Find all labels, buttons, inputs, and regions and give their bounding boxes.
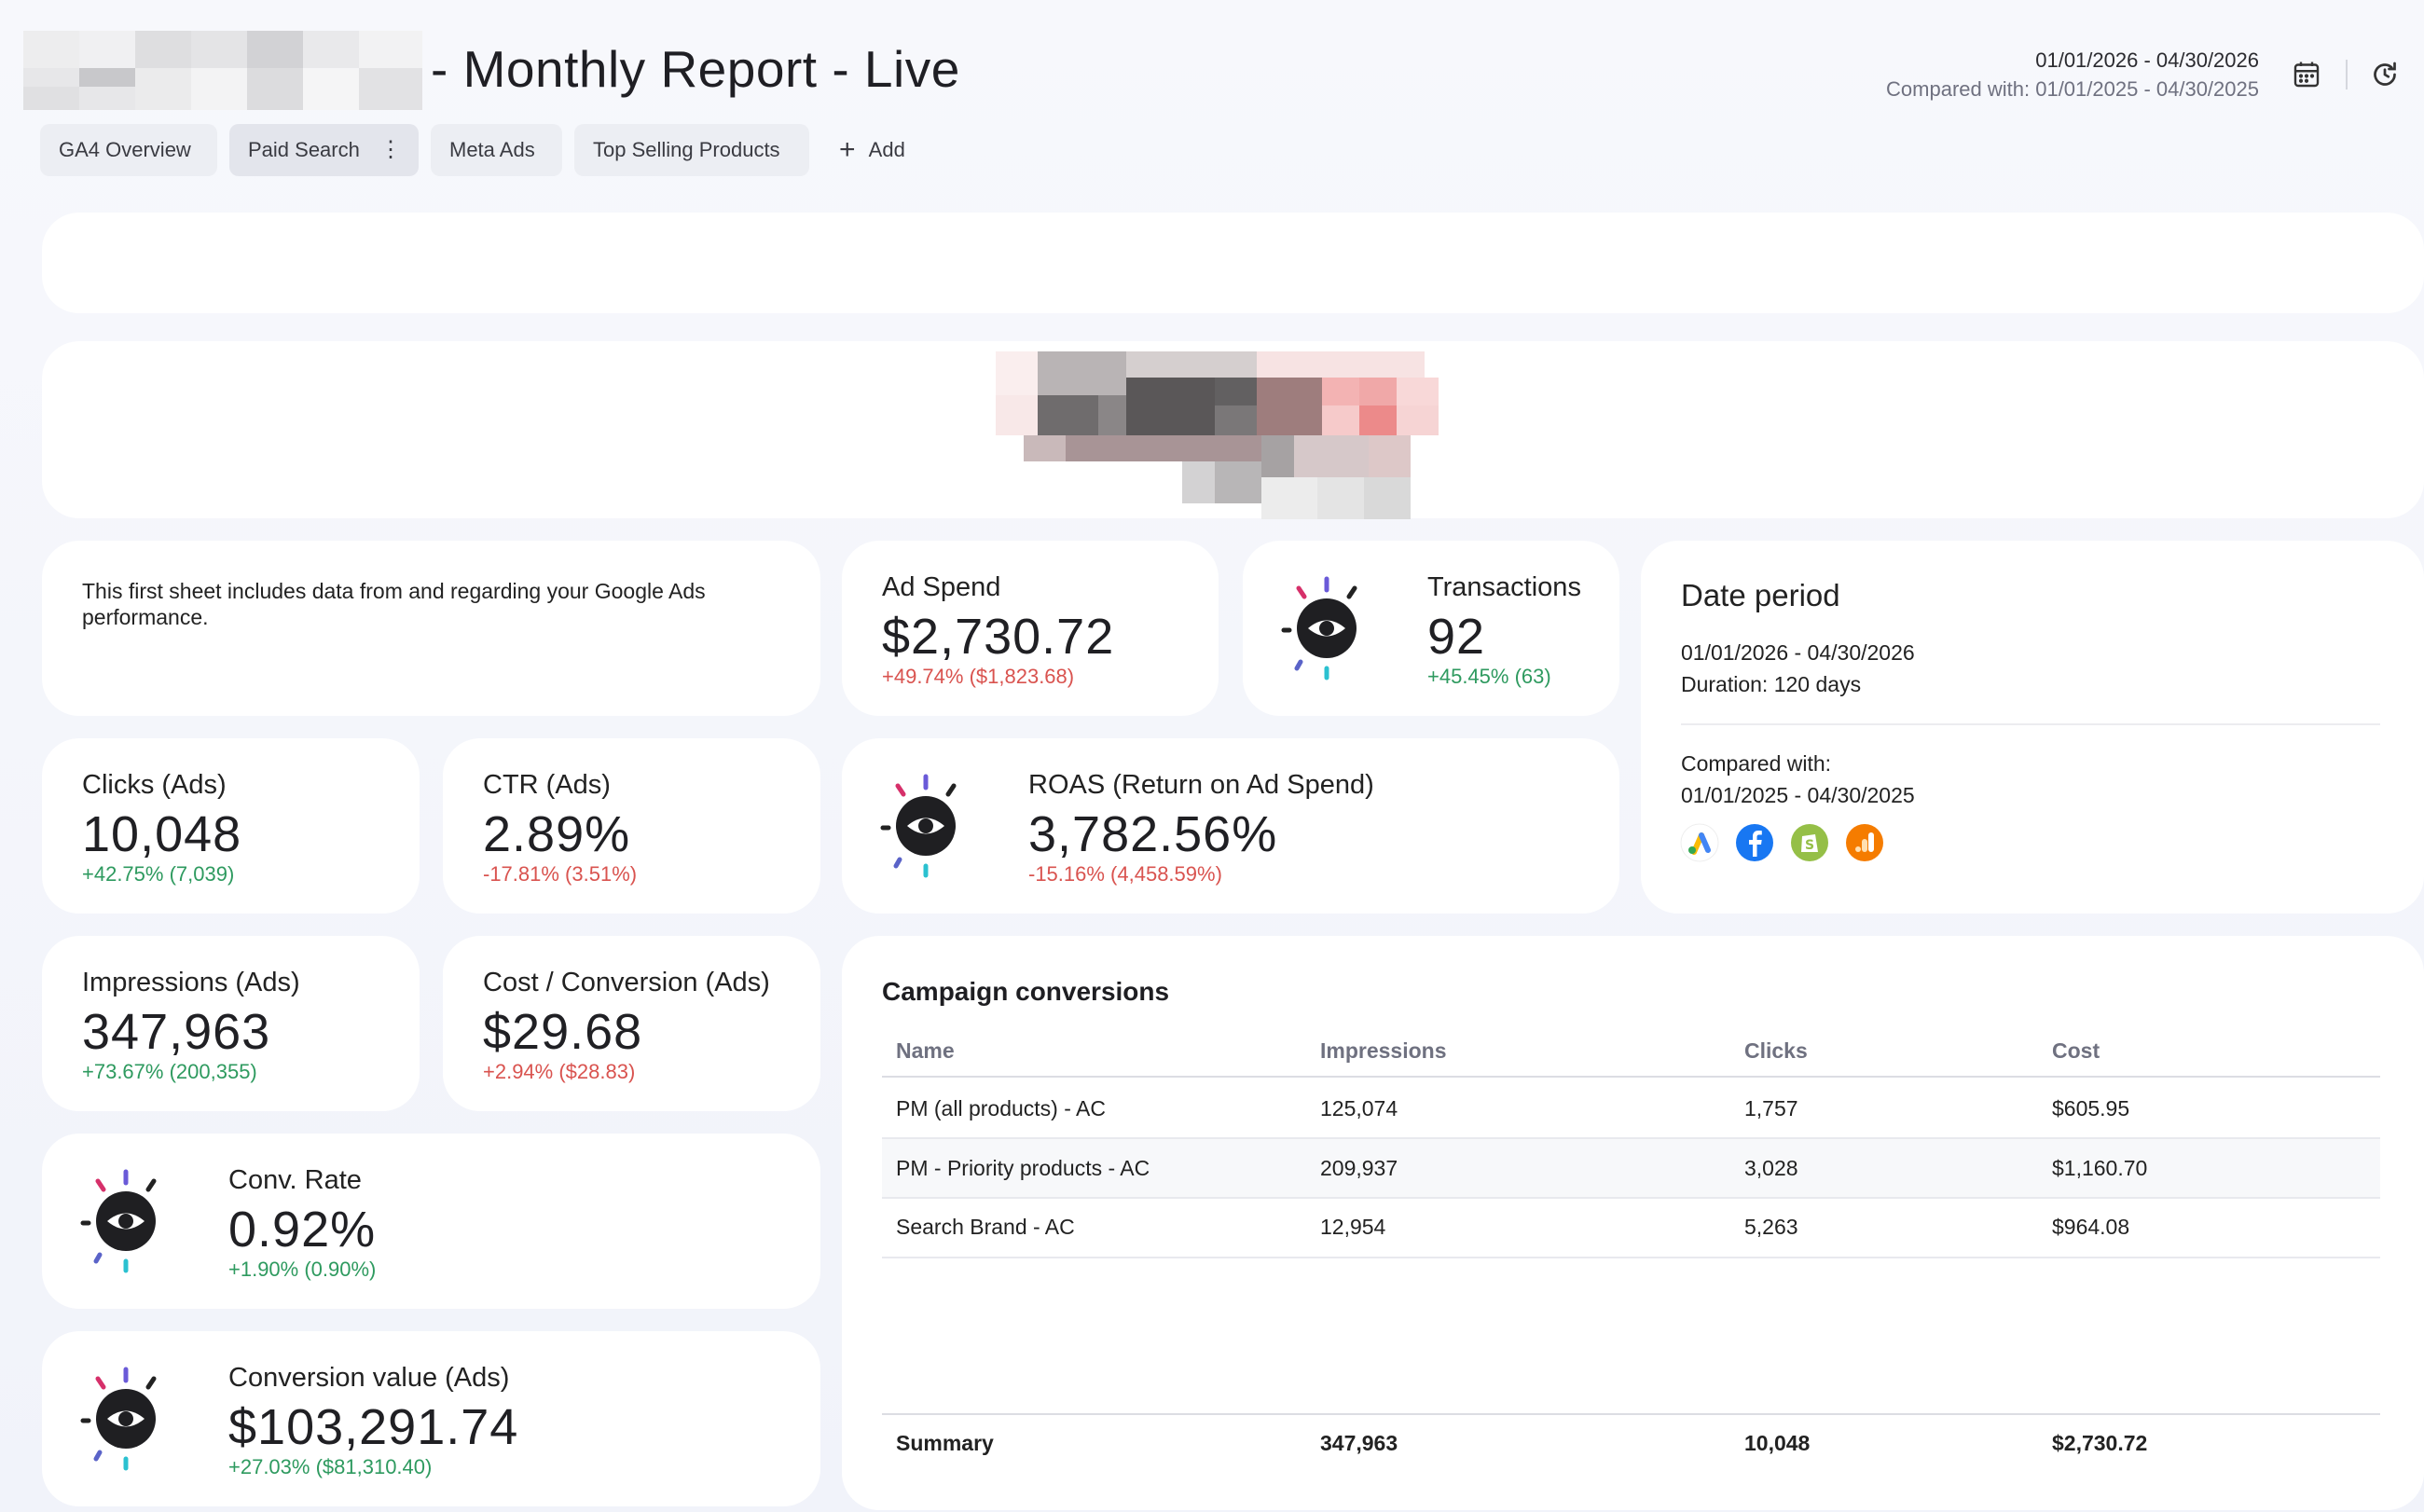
summary-impressions: 347,963 bbox=[1320, 1431, 1398, 1455]
google-ads-icon bbox=[1680, 823, 1719, 862]
kpi-value: 10,048 bbox=[82, 806, 242, 862]
blank-banner-card bbox=[42, 213, 2424, 313]
calendar-icon[interactable] bbox=[2290, 58, 2323, 91]
summary-cost: $2,730.72 bbox=[2052, 1431, 2148, 1455]
cell-clicks: 5,263 bbox=[1744, 1215, 1798, 1239]
kpi-value: $29.68 bbox=[483, 1004, 643, 1060]
row-hover-bg bbox=[882, 1139, 2380, 1197]
eye-icon bbox=[80, 1169, 157, 1273]
intro-text: This first sheet includes data from and … bbox=[82, 579, 706, 629]
company-logo bbox=[23, 31, 422, 110]
kpi-label: Ad Spend bbox=[882, 572, 1001, 602]
kpi-label: Conversion value (Ads) bbox=[228, 1363, 510, 1393]
cell-name: PM - Priority products - AC bbox=[896, 1156, 1150, 1180]
cell-impressions: 125,074 bbox=[1320, 1096, 1398, 1120]
header-divider bbox=[882, 1076, 2380, 1078]
kpi-label: Cost / Conversion (Ads) bbox=[483, 968, 770, 997]
date-period-title: Date period bbox=[1681, 578, 1840, 612]
kpi-delta: +1.90% (0.90%) bbox=[228, 1258, 377, 1281]
kpi-value: $103,291.74 bbox=[228, 1399, 519, 1455]
campaign-conversions-card: Campaign conversions Name Impressions Cl… bbox=[842, 936, 2424, 1510]
column-header-clicks[interactable]: Clicks bbox=[1744, 1038, 1808, 1063]
row-divider bbox=[882, 1197, 2380, 1199]
kpi-conv-rate: Conv. Rate 0.92% +1.90% (0.90%) bbox=[42, 1134, 820, 1309]
kpi-delta: +49.74% ($1,823.68) bbox=[882, 665, 1075, 688]
header-divider bbox=[2346, 60, 2348, 89]
kpi-value: 92 bbox=[1427, 609, 1486, 665]
cell-impressions: 209,937 bbox=[1320, 1156, 1398, 1180]
kpi-value: 2.89% bbox=[483, 806, 631, 862]
column-header-name[interactable]: Name bbox=[896, 1038, 955, 1063]
kpi-ad-spend: Ad Spend $2,730.72 +49.74% ($1,823.68) bbox=[842, 541, 1219, 716]
kpi-delta: -17.81% (3.51%) bbox=[483, 862, 638, 886]
kpi-delta: +27.03% ($81,310.40) bbox=[228, 1455, 433, 1478]
svg-text:S: S bbox=[1805, 838, 1814, 853]
kpi-delta: +73.67% (200,355) bbox=[82, 1060, 257, 1083]
kpi-cost-per-conversion: Cost / Conversion (Ads) $29.68 +2.94% ($… bbox=[443, 936, 820, 1111]
kpi-value: $2,730.72 bbox=[882, 609, 1115, 665]
tab-ga4-overview[interactable]: GA4 Overview bbox=[40, 124, 217, 176]
summary-clicks: 10,048 bbox=[1744, 1431, 1811, 1455]
add-tab-button[interactable]: + Add bbox=[839, 134, 905, 165]
kpi-label: ROAS (Return on Ad Spend) bbox=[1028, 770, 1374, 800]
eye-icon bbox=[1281, 576, 1357, 680]
eye-icon bbox=[880, 774, 957, 878]
tab-meta-ads[interactable]: Meta Ads bbox=[431, 124, 562, 176]
date-period-duration: Duration: 120 days bbox=[1681, 672, 1862, 696]
client-logo bbox=[996, 351, 1439, 519]
eye-icon bbox=[80, 1367, 157, 1471]
refresh-icon[interactable] bbox=[2368, 58, 2402, 91]
column-header-cost[interactable]: Cost bbox=[2052, 1038, 2100, 1063]
kpi-label: CTR (Ads) bbox=[483, 770, 611, 800]
tab-menu-icon[interactable]: ⋮ bbox=[379, 137, 402, 162]
kpi-value: 0.92% bbox=[228, 1202, 377, 1258]
kpi-value: 347,963 bbox=[82, 1004, 271, 1060]
summary-label: Summary bbox=[896, 1431, 994, 1455]
cell-impressions: 12,954 bbox=[1320, 1215, 1386, 1239]
kpi-delta: +45.45% (63) bbox=[1427, 665, 1551, 688]
cell-name: PM (all products) - AC bbox=[896, 1096, 1106, 1120]
kpi-value: 3,782.56% bbox=[1028, 806, 1278, 862]
kpi-conversion-value: Conversion value (Ads) $103,291.74 +27.0… bbox=[42, 1331, 820, 1506]
facebook-icon bbox=[1736, 824, 1773, 861]
cell-name: Search Brand - AC bbox=[896, 1215, 1075, 1239]
column-header-impressions[interactable]: Impressions bbox=[1320, 1038, 1447, 1063]
date-period-card: Date period 01/01/2026 - 04/30/2026 Dura… bbox=[1641, 541, 2424, 914]
row-divider bbox=[882, 1137, 2380, 1139]
kpi-label: Clicks (Ads) bbox=[82, 770, 227, 800]
divider bbox=[1681, 723, 2380, 725]
compared-range-text: 01/01/2025 - 04/30/2025 bbox=[1681, 783, 1915, 807]
kpi-label: Transactions bbox=[1427, 572, 1581, 602]
summary-divider bbox=[882, 1413, 2380, 1415]
compared-label: Compared with: bbox=[1681, 751, 1832, 776]
cell-cost: $605.95 bbox=[2052, 1096, 2130, 1120]
kpi-clicks: Clicks (Ads) 10,048 +42.75% (7,039) bbox=[42, 738, 420, 914]
kpi-ctr: CTR (Ads) 2.89% -17.81% (3.51%) bbox=[443, 738, 820, 914]
date-range[interactable]: 01/01/2026 - 04/30/2026 bbox=[2035, 48, 2259, 72]
tab-paid-search[interactable]: Paid Search ⋮ bbox=[229, 124, 419, 176]
intro-text-card: This first sheet includes data from and … bbox=[42, 541, 820, 716]
kpi-label: Conv. Rate bbox=[228, 1165, 362, 1195]
kpi-delta: -15.16% (4,458.59%) bbox=[1028, 862, 1222, 886]
compared-range[interactable]: Compared with: 01/01/2025 - 04/30/2025 bbox=[1886, 77, 2259, 101]
date-period-range: 01/01/2026 - 04/30/2026 bbox=[1681, 640, 1915, 665]
tab-top-selling-products[interactable]: Top Selling Products bbox=[574, 124, 809, 176]
kpi-transactions: Transactions 92 +45.45% (63) bbox=[1243, 541, 1619, 716]
table-title: Campaign conversions bbox=[882, 977, 1170, 1006]
row-divider bbox=[882, 1257, 2380, 1258]
kpi-delta: +2.94% ($28.83) bbox=[483, 1060, 636, 1083]
plus-icon: + bbox=[839, 134, 856, 165]
cell-clicks: 1,757 bbox=[1744, 1096, 1798, 1120]
cell-cost: $1,160.70 bbox=[2052, 1156, 2148, 1180]
logo-banner-card bbox=[42, 341, 2424, 519]
shopify-icon: S bbox=[1791, 824, 1828, 861]
kpi-roas: ROAS (Return on Ad Spend) 3,782.56% -15.… bbox=[842, 738, 1619, 914]
kpi-impressions: Impressions (Ads) 347,963 +73.67% (200,3… bbox=[42, 936, 420, 1111]
report-title: - Monthly Report - Live bbox=[431, 40, 960, 98]
kpi-label: Impressions (Ads) bbox=[82, 968, 300, 997]
google-analytics-icon bbox=[1846, 824, 1883, 861]
kpi-delta: +42.75% (7,039) bbox=[82, 862, 235, 886]
cell-clicks: 3,028 bbox=[1744, 1156, 1798, 1180]
cell-cost: $964.08 bbox=[2052, 1215, 2130, 1239]
